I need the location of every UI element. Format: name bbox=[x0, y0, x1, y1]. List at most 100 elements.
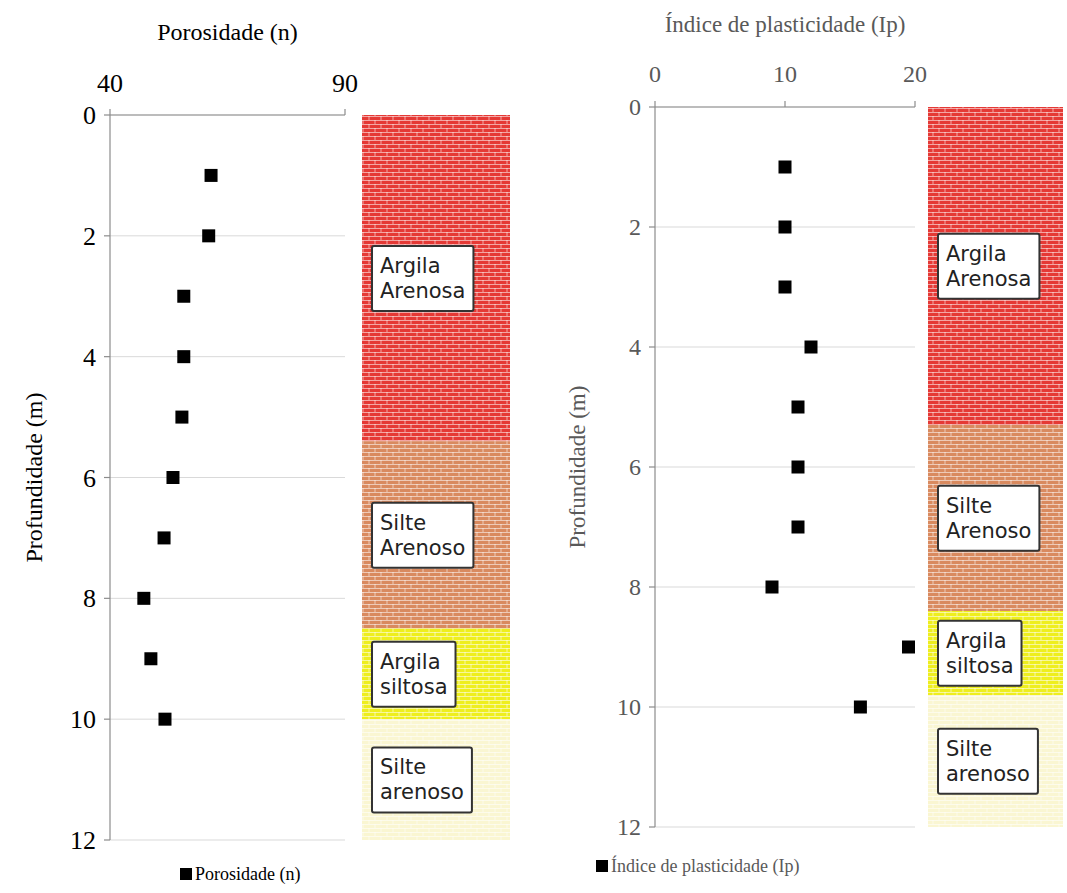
x-tick-label: 0 bbox=[649, 61, 661, 87]
point bbox=[779, 161, 792, 174]
y-tick-label: 10 bbox=[70, 705, 96, 734]
layer-label-line: Arenoso bbox=[380, 536, 465, 560]
point bbox=[792, 401, 805, 414]
y-tick-label: 4 bbox=[629, 334, 641, 360]
legend-label: Porosidade (n) bbox=[195, 864, 300, 885]
x-tick-label: 90 bbox=[332, 69, 358, 98]
y-tick-label: 12 bbox=[617, 814, 641, 840]
point bbox=[205, 169, 218, 182]
point bbox=[175, 411, 188, 424]
y-axis-title: Profundidade (m) bbox=[21, 393, 47, 563]
layer-label-line: siltosa bbox=[380, 675, 448, 699]
y-tick bbox=[649, 586, 655, 587]
layer bbox=[928, 107, 1063, 425]
legend-marker bbox=[596, 860, 608, 872]
point bbox=[779, 221, 792, 234]
point bbox=[158, 531, 171, 544]
point bbox=[779, 281, 792, 294]
y-tick bbox=[104, 719, 110, 720]
grid-line bbox=[110, 115, 345, 116]
point bbox=[177, 350, 190, 363]
y-tick bbox=[649, 106, 655, 107]
layer bbox=[928, 611, 1063, 695]
layer-label-line: Silte bbox=[946, 494, 992, 518]
y-tick bbox=[104, 598, 110, 599]
layer bbox=[928, 695, 1063, 827]
legend-marker bbox=[180, 868, 192, 880]
y-tick bbox=[104, 235, 110, 236]
grid-line bbox=[655, 827, 915, 828]
grid-line bbox=[655, 587, 915, 588]
grid-line bbox=[110, 477, 345, 478]
y-tick-label: 8 bbox=[83, 584, 96, 613]
point bbox=[854, 701, 867, 714]
panel: 0246810124090Porosidade (n)Profundidade … bbox=[21, 19, 510, 885]
y-tick-label: 12 bbox=[70, 826, 96, 855]
y-tick bbox=[649, 466, 655, 467]
layer-label-box bbox=[372, 747, 472, 812]
layer-label-box bbox=[938, 621, 1022, 686]
layer-label-line: Argila bbox=[946, 242, 1007, 266]
y-tick-label: 8 bbox=[629, 574, 641, 600]
layer bbox=[928, 425, 1063, 611]
layer bbox=[362, 719, 510, 840]
grid-line bbox=[655, 347, 915, 348]
layer-texture bbox=[362, 441, 510, 628]
point bbox=[766, 581, 779, 594]
layer-label-box bbox=[938, 729, 1038, 794]
layer-label-box bbox=[372, 246, 473, 311]
layer-label-line: Arenosa bbox=[946, 267, 1031, 291]
x-axis-title: Índice de plasticidade (Ip) bbox=[665, 12, 906, 37]
grid-line bbox=[110, 235, 345, 236]
layer-label-box bbox=[938, 486, 1039, 551]
points bbox=[137, 169, 217, 726]
layer-label: SilteArenoso bbox=[380, 511, 465, 560]
legend-label: Índice de plasticidade (Ip) bbox=[611, 855, 799, 877]
layer-label: Argilasiltosa bbox=[380, 650, 448, 699]
layer-texture bbox=[362, 719, 510, 840]
x-tick bbox=[914, 101, 915, 107]
layer-texture bbox=[928, 107, 1063, 425]
layer-label-line: siltosa bbox=[946, 654, 1014, 678]
x-tick-label: 20 bbox=[903, 61, 927, 87]
layer-label: ArgilaArenosa bbox=[380, 254, 465, 303]
layer-label-line: Arenoso bbox=[946, 519, 1031, 543]
point bbox=[792, 461, 805, 474]
layer-label-line: Silte bbox=[380, 755, 426, 779]
y-tick bbox=[649, 706, 655, 707]
grid-line bbox=[110, 840, 345, 841]
y-tick bbox=[104, 356, 110, 357]
y-tick-label: 6 bbox=[83, 464, 96, 493]
panel: 02468101201020Índice de plasticidade (Ip… bbox=[565, 12, 1063, 877]
layer-label: Siltearenoso bbox=[380, 755, 464, 804]
x-tick bbox=[344, 109, 345, 115]
point bbox=[158, 713, 171, 726]
point bbox=[177, 290, 190, 303]
layer-label-box bbox=[372, 503, 473, 568]
point bbox=[144, 652, 157, 665]
layer bbox=[362, 115, 510, 441]
layer-label-line: Arenosa bbox=[380, 279, 465, 303]
layer-texture bbox=[362, 629, 510, 720]
y-axis-title: Profundidade (m) bbox=[565, 386, 590, 549]
points bbox=[766, 161, 916, 714]
layer-label-line: Argila bbox=[380, 650, 441, 674]
layer-texture bbox=[362, 115, 510, 441]
y-tick bbox=[649, 826, 655, 827]
strata-column: ArgilaArenosaSilteArenosoArgilasiltosaSi… bbox=[928, 107, 1063, 827]
y-tick bbox=[649, 346, 655, 347]
y-tick bbox=[104, 114, 110, 115]
layer-label-line: Silte bbox=[380, 511, 426, 535]
x-axis bbox=[110, 114, 345, 115]
x-tick-label: 10 bbox=[773, 61, 797, 87]
y-tick bbox=[104, 839, 110, 840]
y-tick-label: 6 bbox=[629, 454, 641, 480]
grid-line bbox=[110, 719, 345, 720]
layer-label-line: Argila bbox=[380, 254, 441, 278]
point bbox=[202, 229, 215, 242]
x-tick-label: 40 bbox=[97, 69, 123, 98]
x-tick bbox=[109, 109, 110, 115]
layer-texture bbox=[928, 695, 1063, 827]
figure: 0246810124090Porosidade (n)Profundidade … bbox=[0, 0, 1067, 893]
layer-label: SilteArenoso bbox=[946, 494, 1031, 543]
